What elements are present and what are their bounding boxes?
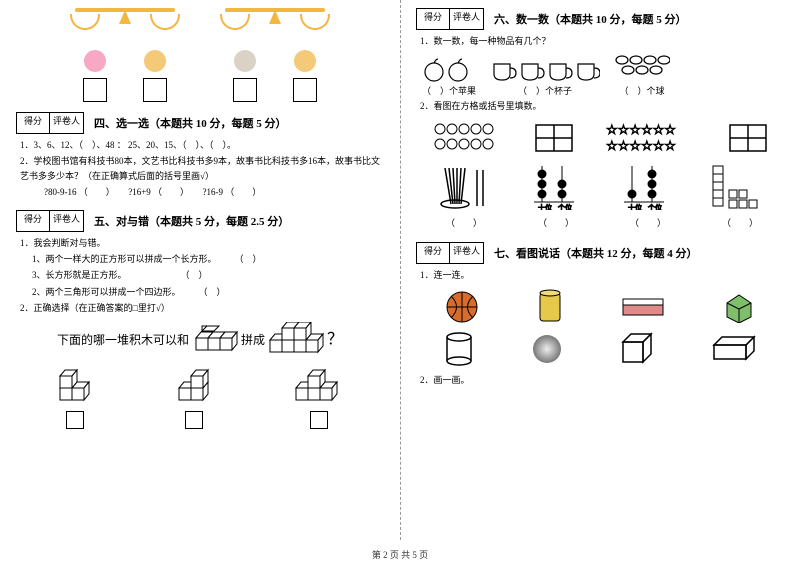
- count-captions: （ ）个苹果 （ ）个杯子 （ ）个球: [422, 84, 784, 97]
- rabbit-icon: [234, 50, 256, 72]
- section-4-title: 四、选一选（本题共 10 分，每题 5 分）: [94, 115, 287, 134]
- option-box[interactable]: [310, 411, 328, 429]
- grid-2x2-icon: [728, 123, 768, 153]
- count-objects: [422, 52, 784, 82]
- section-6-title: 六、数一数（本题共 10 分，每题 5 分）: [494, 11, 687, 30]
- sticks-icon: [437, 162, 489, 210]
- stars-icon: ☆☆☆☆☆☆☆☆☆☆☆☆: [606, 120, 696, 156]
- left-column: 得分 评卷人 四、选一选（本题共 10 分，每题 5 分） 1．3、6、12、（…: [0, 0, 400, 540]
- sec4-q2a: 2．学校图书馆有科技书80本，文艺书比科技书多9本，故事书比科技书多16本，故事…: [20, 154, 384, 183]
- cap-cup: （ ）个杯子: [490, 84, 600, 97]
- cube-option-3: [292, 368, 346, 429]
- balance-2: [215, 8, 335, 102]
- answer-box[interactable]: [143, 78, 167, 102]
- rubiks-cube-icon: [723, 291, 755, 323]
- grid-2x2-icon: [534, 123, 574, 153]
- cube-ref-1: [192, 324, 238, 354]
- section-7-title: 七、看图说话（本题共 12 分，每题 4 分）: [494, 245, 698, 264]
- cuboid-icon: [710, 335, 756, 363]
- sec6-q2: 2．看图在方格或括号里填数。: [420, 99, 784, 113]
- score-label: 得分: [16, 112, 50, 134]
- grid-figures-row1: ☆☆☆☆☆☆☆☆☆☆☆☆: [416, 120, 784, 156]
- sec5-q1c: 2、两个三角形可以拼成一个四边形。 （ ）: [32, 285, 384, 299]
- option-box[interactable]: [66, 411, 84, 429]
- grader-label: 评卷人: [50, 112, 84, 134]
- svg-text:☆☆☆☆☆☆: ☆☆☆☆☆☆: [606, 138, 676, 153]
- cube-options: [16, 368, 384, 429]
- section-5-title: 五、对与错（本题共 5 分，每题 2.5 分）: [94, 213, 289, 232]
- svg-text:个位: 个位: [648, 203, 662, 210]
- answer-box[interactable]: [233, 78, 257, 102]
- sec5-q2: 2．正确选择（在正确答案的□里打√）: [20, 301, 384, 315]
- apples-grid-icon: [432, 120, 502, 156]
- cube-ref-2: [268, 322, 324, 356]
- svg-text:十位: 十位: [628, 203, 642, 210]
- grader-label: 评卷人: [50, 210, 84, 232]
- basketball-icon: [445, 290, 479, 324]
- sec5-q1b: 3、长方形就是正方形。 （ ）: [32, 268, 384, 282]
- svg-text:☆☆☆☆☆☆: ☆☆☆☆☆☆: [606, 122, 676, 137]
- grader-label: 评卷人: [450, 8, 484, 30]
- score-box-4: 得分 评卷人 四、选一选（本题共 10 分，每题 5 分）: [16, 112, 384, 134]
- score-label: 得分: [416, 242, 450, 264]
- cap-ball: （ ）个球: [614, 84, 670, 97]
- page-footer: 第 2 页 共 5 页: [0, 548, 800, 561]
- dog-icon: [294, 50, 316, 72]
- paren: （ ）: [446, 216, 482, 230]
- cap-apple: （ ）个苹果: [422, 84, 476, 97]
- box-icon: [621, 295, 665, 319]
- cube-option-2: [173, 368, 215, 429]
- sec6-q1: 1．数一数，每一种物品有几个？: [420, 34, 784, 48]
- match-top-row: [416, 289, 784, 325]
- cube-outline-icon: [619, 332, 653, 366]
- apples-icon: [422, 56, 476, 82]
- abacus-1-icon: 十位个位: [530, 162, 578, 210]
- sec7-q1: 1．连一连。: [420, 268, 784, 282]
- answer-box[interactable]: [293, 78, 317, 102]
- blocks-icon: [709, 162, 763, 210]
- paren: （ ）: [630, 216, 666, 230]
- cube-question: 下面的哪一堆积木可以和 拼成 ？: [16, 322, 384, 360]
- option-box[interactable]: [185, 411, 203, 429]
- svg-text:个位: 个位: [558, 203, 572, 210]
- cylinder-icon: [444, 331, 474, 367]
- paren: （ ）: [538, 216, 574, 230]
- can-icon: [537, 289, 563, 325]
- cube-option-1: [54, 368, 96, 429]
- balls-icon: [614, 52, 670, 82]
- sec7-q2: 2．画一画。: [420, 373, 784, 387]
- balance-1: [65, 8, 185, 102]
- column-divider: [400, 0, 401, 540]
- score-box-5: 得分 评卷人 五、对与错（本题共 5 分，每题 2.5 分）: [16, 210, 384, 232]
- svg-text:十位: 十位: [538, 203, 552, 210]
- monkey-icon: [144, 50, 166, 72]
- grid-figures-row2: 十位个位 十位个位: [416, 162, 784, 210]
- sec5-q1a: 1、两个一样大的正方形可以拼成一个长方形。 （ ）: [32, 252, 384, 266]
- paren: （ ）: [722, 216, 758, 230]
- grader-label: 评卷人: [450, 242, 484, 264]
- balance-figures: [16, 8, 384, 102]
- sec4-q1: 1．3、6、12、（ ）、48 ： 25、20、15、（ ）、（ ）。: [20, 138, 384, 152]
- sphere-icon: [531, 333, 563, 365]
- match-bottom-row: [416, 331, 784, 367]
- sec4-q2b: ?80-9-16 （ ） ?16+9 （ ） ?16-9 （ ）: [44, 185, 384, 199]
- right-column: 得分 评卷人 六、数一数（本题共 10 分，每题 5 分） 1．数一数，每一种物…: [400, 0, 800, 540]
- score-box-6: 得分 评卷人 六、数一数（本题共 10 分，每题 5 分）: [416, 8, 784, 30]
- pig-icon: [84, 50, 106, 72]
- answer-box[interactable]: [83, 78, 107, 102]
- sec5-q1: 1．我会判断对与错。: [20, 236, 384, 250]
- score-label: 得分: [16, 210, 50, 232]
- score-box-7: 得分 评卷人 七、看图说话（本题共 12 分，每题 4 分）: [416, 242, 784, 264]
- abacus-2-icon: 十位个位: [620, 162, 668, 210]
- paren-row: （ ） （ ） （ ） （ ）: [416, 214, 784, 232]
- score-label: 得分: [416, 8, 450, 30]
- cups-icon: [490, 56, 600, 82]
